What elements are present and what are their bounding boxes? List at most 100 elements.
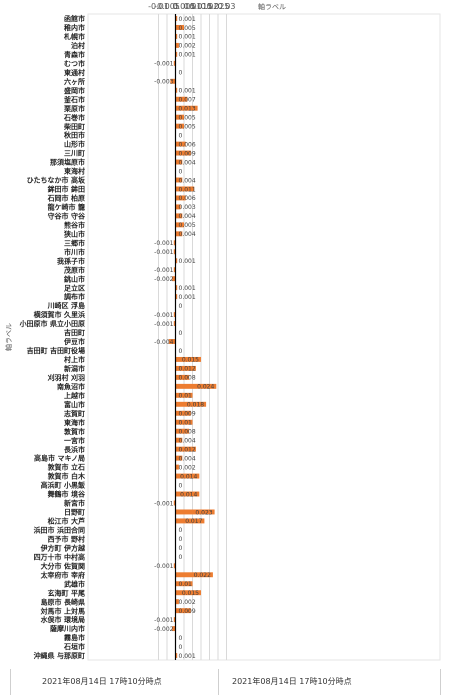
- data-label: 0.007: [179, 97, 196, 104]
- category-label: 吉田町: [64, 328, 85, 337]
- category-label: 沖縄県 与那原町: [34, 651, 85, 660]
- category-label: 稚内市: [64, 23, 85, 32]
- data-label: -0.001: [154, 321, 174, 328]
- data-label: 0.004: [179, 213, 196, 220]
- category-label: 青森市: [64, 50, 85, 59]
- category-label: 四万十市 中村高: [34, 552, 85, 561]
- bar: [175, 258, 178, 264]
- category-label: 足立区: [64, 283, 85, 292]
- bar: [175, 455, 183, 461]
- data-label: 0: [179, 554, 183, 561]
- data-label: 0.012: [179, 446, 196, 453]
- data-label: 0.01: [179, 581, 193, 588]
- category-label: 盛岡市: [64, 86, 85, 95]
- data-label: -0.001: [154, 240, 174, 247]
- category-label: 川崎区 浮島: [47, 301, 85, 310]
- category-label: 伊方町 伊方越: [40, 543, 86, 552]
- data-label: 0.017: [185, 518, 202, 525]
- data-label: -0.001: [154, 267, 174, 274]
- category-label: 守谷市 守谷: [48, 211, 86, 220]
- data-label: -0.001: [154, 563, 174, 570]
- data-label: 0: [179, 482, 183, 489]
- data-label: 0.002: [179, 464, 196, 471]
- x-tick-label: 0: [173, 2, 178, 11]
- category-label: 日野町: [64, 508, 85, 517]
- bar: [175, 572, 213, 578]
- data-label: 0: [179, 527, 183, 534]
- category-label: 札幌市: [63, 32, 85, 41]
- data-label: 0.004: [179, 231, 196, 238]
- data-label: 0.008: [179, 429, 196, 436]
- bar: [175, 150, 191, 156]
- bar: [175, 374, 190, 380]
- data-label: 0: [179, 70, 183, 77]
- bar: [175, 87, 178, 93]
- category-label: 那須塩原市: [50, 158, 85, 167]
- category-label: 六ヶ所: [64, 77, 85, 86]
- data-label: 0: [179, 168, 183, 175]
- bar: [173, 563, 176, 569]
- bar: [175, 491, 200, 497]
- data-label: 0.003: [179, 204, 196, 211]
- data-label: 0.009: [179, 150, 196, 157]
- data-label: 0.006: [179, 195, 196, 202]
- data-label: -0.002: [154, 276, 174, 283]
- bar: [173, 617, 176, 623]
- bar: [175, 356, 201, 362]
- bar: [175, 42, 179, 48]
- category-label: 茂原市: [64, 265, 85, 274]
- bar: [175, 114, 184, 120]
- category-label: 東海市: [64, 418, 85, 427]
- category-label: むつ市: [64, 59, 85, 68]
- category-label: 霧島市: [63, 633, 85, 642]
- category-label: 泊村: [71, 41, 85, 50]
- data-label: 0: [179, 348, 183, 355]
- data-label: 0.015: [182, 590, 199, 597]
- category-label: ひたちなか市 高坂: [27, 176, 86, 185]
- bar: [173, 500, 176, 506]
- x-tick-label: 0.025: [207, 2, 230, 11]
- bar: [175, 464, 179, 470]
- data-label: 0.018: [187, 402, 204, 409]
- bar: [173, 321, 176, 327]
- data-label: -0.001: [154, 61, 174, 68]
- bar: [175, 177, 183, 183]
- bar: [175, 141, 186, 147]
- category-label: 伊豆市: [63, 337, 85, 346]
- bar: [173, 240, 176, 246]
- bar: [172, 626, 176, 632]
- category-label: 玄海町 平尾: [48, 588, 85, 597]
- bar: [175, 365, 196, 371]
- bar: [175, 159, 183, 165]
- category-label: 長浜市: [64, 445, 85, 454]
- x-tick-label: 0.005: [173, 2, 196, 11]
- category-label: 石垣市: [63, 642, 85, 651]
- x-tick-label: 0.03: [218, 2, 236, 11]
- category-label: 新潟市: [64, 364, 85, 373]
- data-label: 0.011: [179, 186, 196, 193]
- category-label: 龍ケ崎市 籠: [48, 203, 85, 212]
- bar: [175, 653, 178, 658]
- category-label: 柴田町: [63, 122, 85, 131]
- category-label: 吉田町 吉田町役場: [27, 346, 85, 355]
- x-tick-label: 0.02: [201, 2, 219, 11]
- category-label: 村上市: [64, 355, 85, 364]
- bar: [175, 294, 178, 300]
- bar: [175, 51, 178, 57]
- category-label: 富山市: [64, 400, 85, 409]
- bar: [173, 312, 176, 318]
- data-label: 0.004: [179, 177, 196, 184]
- category-label: 調布市: [64, 292, 85, 301]
- data-label: 0.009: [179, 411, 196, 418]
- data-label: 0.006: [179, 141, 196, 148]
- category-label: 刈羽村 刈羽: [48, 373, 85, 382]
- bar: [175, 222, 184, 228]
- bar: [170, 78, 176, 84]
- category-label: 南魚沼市: [57, 382, 85, 391]
- category-label: 敦賀市 白木: [48, 472, 86, 481]
- data-label: 0.004: [179, 455, 196, 462]
- data-label: -0.003: [154, 79, 174, 86]
- category-label: 高島市 マキノ局: [34, 454, 85, 463]
- data-label: 0: [179, 330, 183, 337]
